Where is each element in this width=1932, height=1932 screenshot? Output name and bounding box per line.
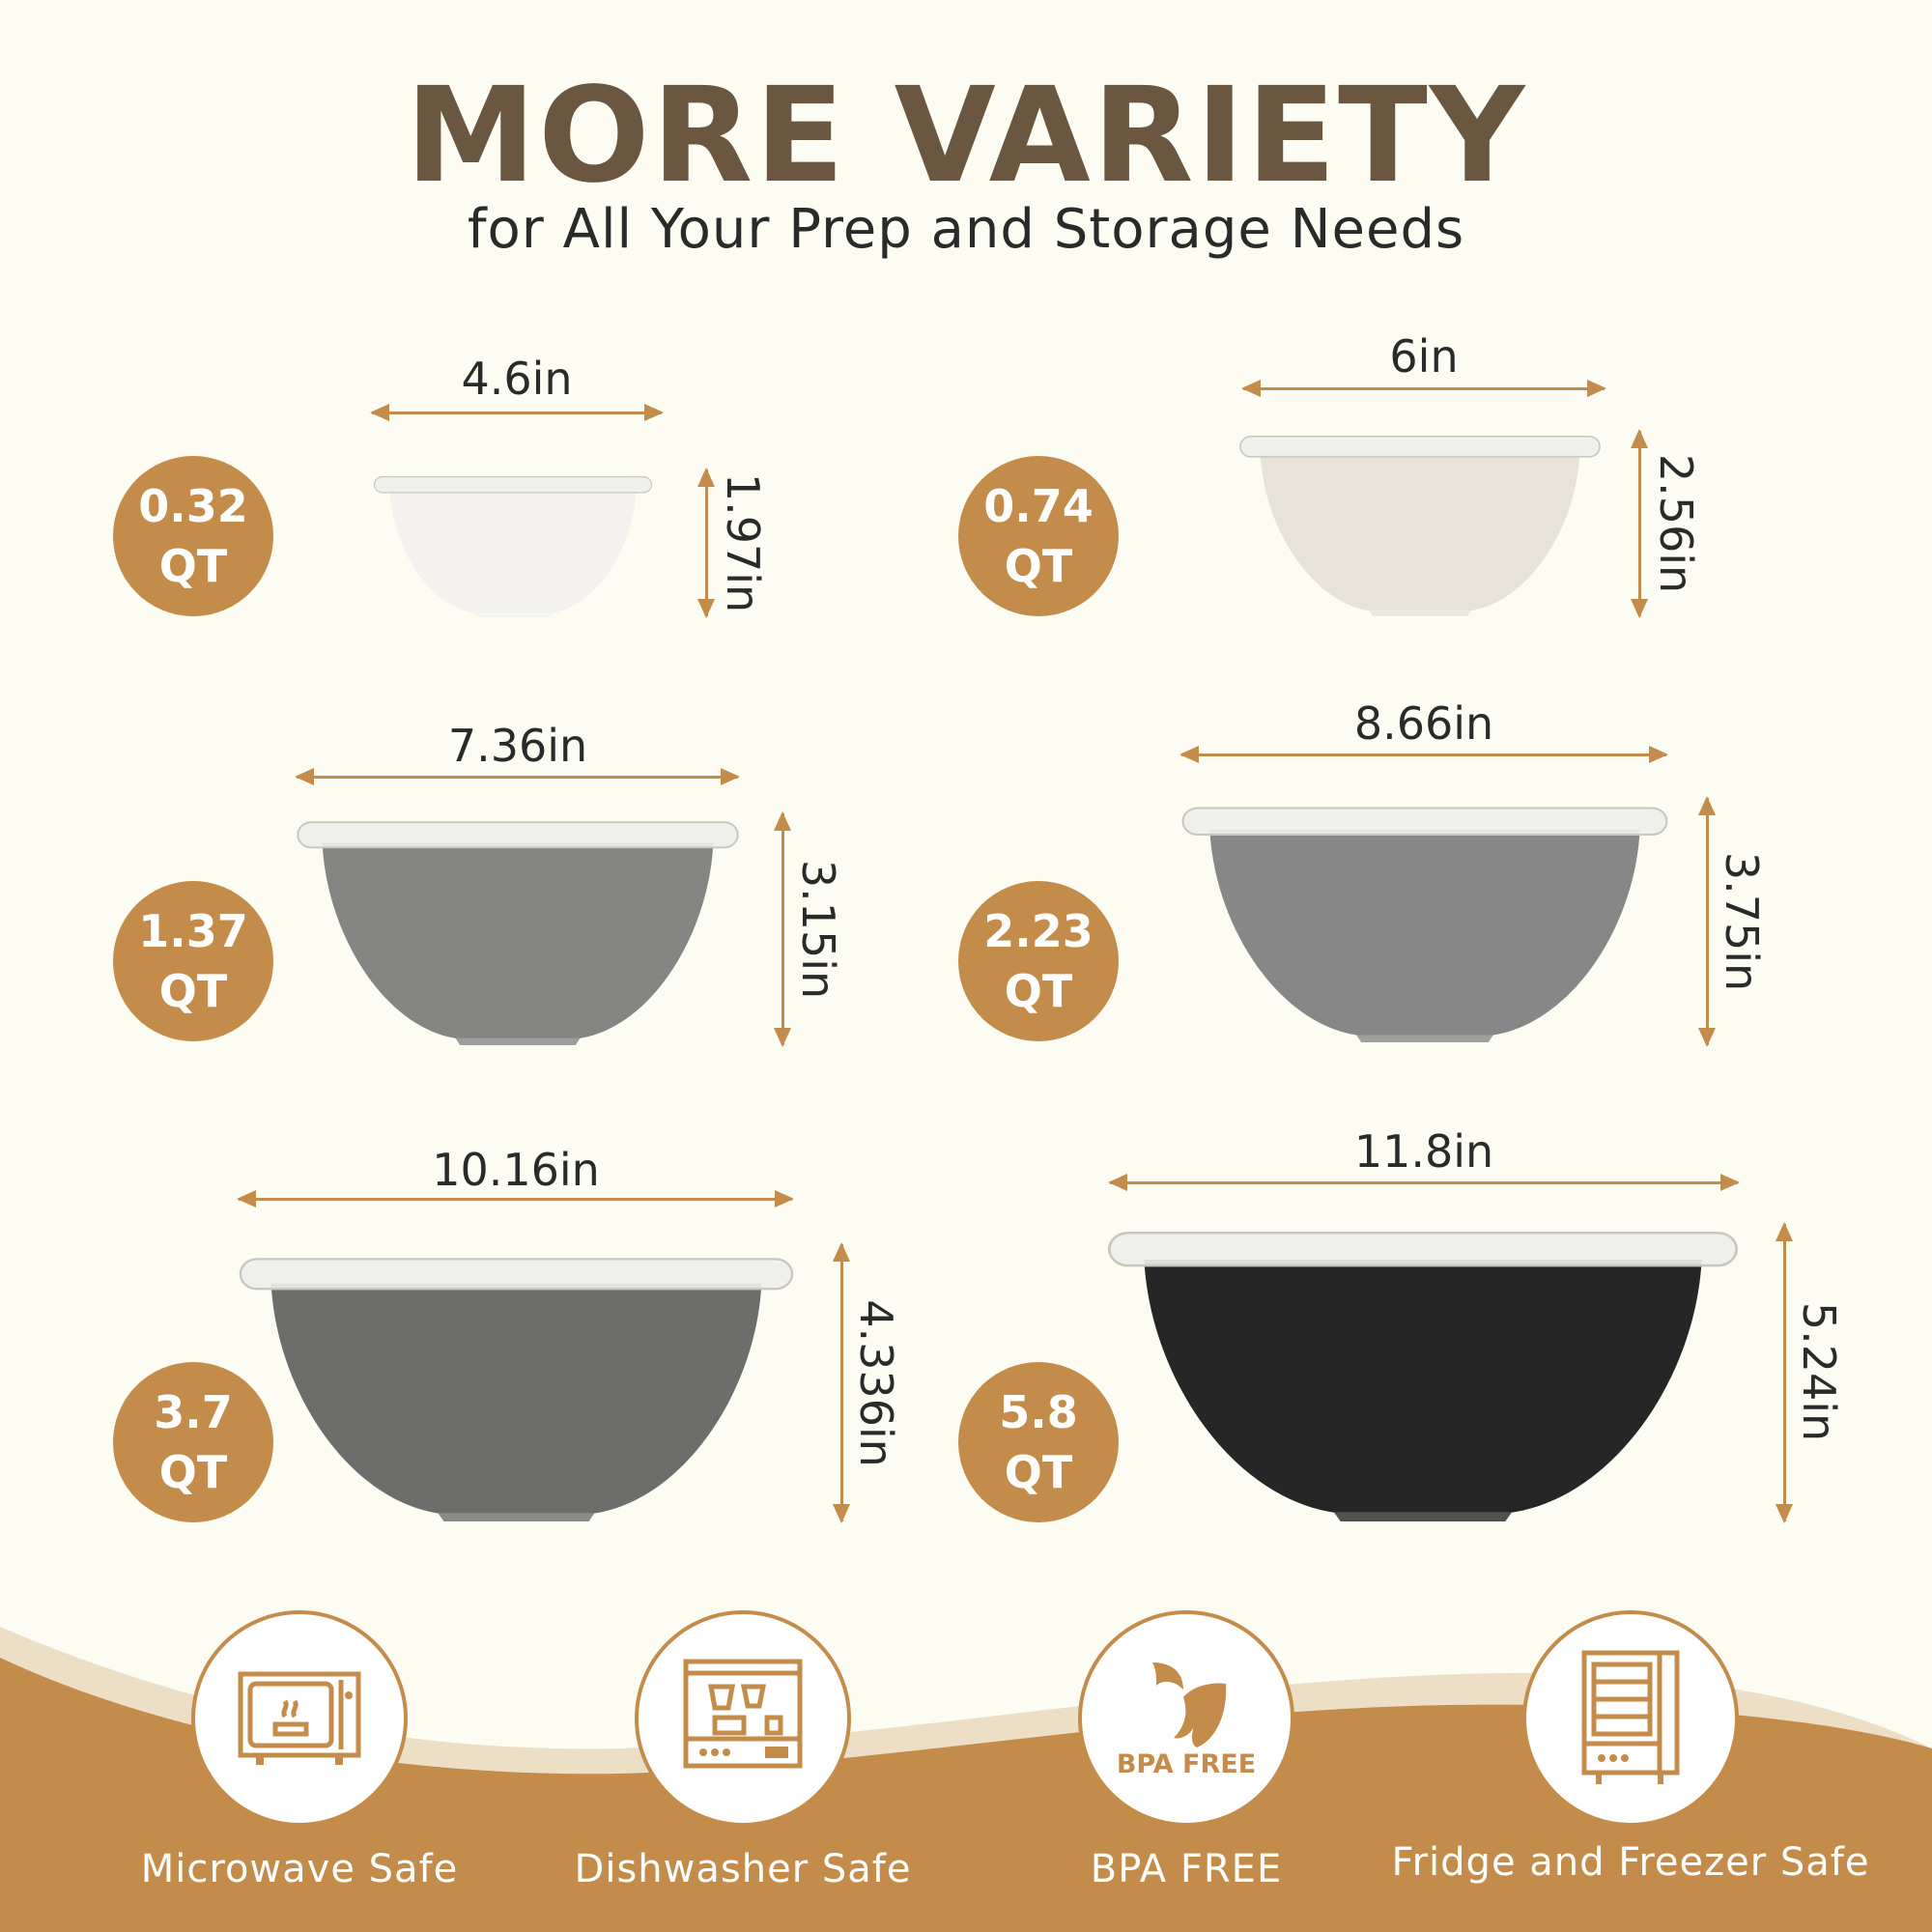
width-label: 6in [1389,330,1459,383]
height-label: 3.15in [792,859,844,1000]
capacity-unit: QT [158,1446,228,1498]
page-subtitle: for All Your Prep and Storage Needs [467,198,1465,261]
capacity-badge: 3.7 QT [113,1362,273,1522]
capacity-unit: QT [1004,540,1073,592]
capacity-badge: 5.8 QT [958,1362,1119,1522]
width-arrow [1241,380,1606,397]
feature-label-microwave: Microwave Safe [140,1847,459,1891]
width-arrow [295,768,740,785]
height-label: 3.75in [1716,851,1768,992]
bowl-0-74qt [1238,431,1602,616]
width-arrow [237,1190,794,1208]
bowl-1-37qt [296,815,740,1045]
height-arrow [1631,429,1648,618]
feature-label-bpa-free: BPA FREE [1090,1847,1283,1891]
capacity-value: 0.32 [138,480,248,532]
width-label: 4.6in [461,353,573,405]
feature-fridge-freezer [1522,1610,1739,1827]
capacity-unit: QT [1004,965,1073,1017]
height-arrow [697,468,715,618]
height-label: 1.97in [717,472,769,613]
feature-microwave [191,1610,408,1827]
height-label: 4.336in [850,1299,902,1467]
bpa-free-leaf-icon [1152,1662,1227,1747]
capacity-badge: 0.32 QT [113,456,273,616]
width-arrow [1179,746,1668,763]
capacity-value: 1.37 [138,905,248,957]
capacity-badge: 1.37 QT [113,881,273,1041]
bowl-0-32qt [373,472,653,617]
wave-background [0,1627,1932,1932]
dishwasher-icon [683,1659,803,1769]
capacity-value: 0.74 [983,480,1094,532]
bowl-2-23qt [1180,801,1669,1042]
width-label: 8.66in [1353,697,1494,750]
feature-label-dishwasher: Dishwasher Safe [574,1847,912,1891]
bowl-3-7qt [238,1251,795,1521]
capacity-unit: QT [158,965,228,1017]
width-label: 7.36in [447,720,588,772]
capacity-unit: QT [158,540,228,592]
capacity-unit: QT [1004,1446,1073,1498]
height-arrow [833,1242,850,1523]
width-arrow [370,404,664,421]
bpa-free-badge-text: BPA FREE [1116,1748,1257,1779]
feature-label-fridge-freezer: Fridge and Freezer Safe [1391,1840,1870,1885]
height-label: 5.24in [1793,1301,1845,1442]
capacity-value: 3.7 [154,1386,233,1438]
height-arrow [774,811,791,1047]
bowl-5-8qt [1106,1224,1740,1521]
width-label: 11.8in [1353,1125,1494,1178]
fridge-icon [1581,1650,1680,1784]
capacity-badge: 2.23 QT [958,881,1119,1041]
feature-bpa-free: BPA FREE [1078,1610,1294,1827]
height-label: 2.56in [1650,453,1702,594]
feature-dishwasher [635,1610,851,1827]
width-label: 10.16in [432,1144,600,1196]
capacity-value: 2.23 [983,905,1094,957]
microwave-icon [238,1671,361,1765]
capacity-badge: 0.74 QT [958,456,1119,616]
capacity-value: 5.8 [999,1386,1078,1438]
height-arrow [1776,1222,1793,1523]
height-arrow [1698,796,1716,1047]
width-arrow [1108,1174,1740,1191]
page-title: MORE VARIETY [405,60,1527,213]
